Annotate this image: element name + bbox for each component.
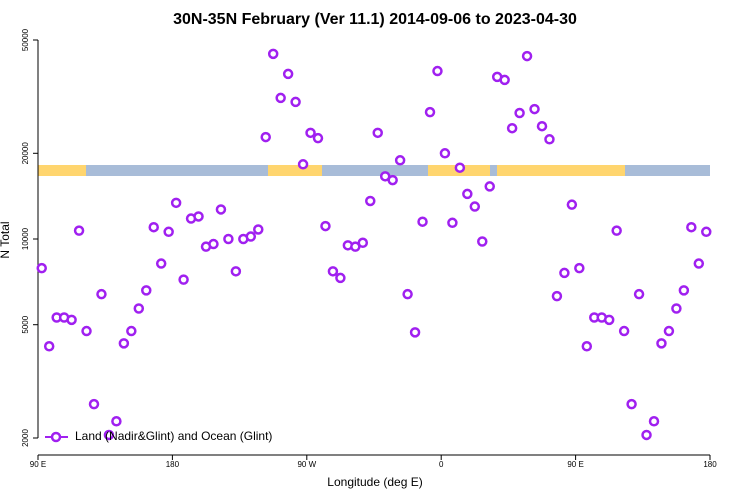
point: [626, 398, 637, 410]
point: [618, 325, 630, 337]
point: [574, 262, 585, 274]
point: [88, 398, 100, 410]
point: [335, 272, 346, 284]
point: [327, 266, 339, 277]
y-axis-label: N Total: [0, 221, 12, 258]
point: [387, 174, 398, 186]
point: [603, 314, 615, 326]
point: [417, 216, 428, 227]
y-tick-label: 2000: [21, 429, 30, 447]
point: [514, 107, 525, 119]
point: [447, 217, 458, 229]
point: [81, 325, 92, 337]
point: [678, 285, 690, 296]
point: [178, 274, 189, 285]
point: [566, 199, 578, 210]
point: [126, 325, 137, 337]
point: [454, 162, 466, 173]
point: [409, 327, 421, 338]
point: [163, 226, 174, 238]
point: [469, 201, 481, 212]
point: [701, 226, 712, 238]
point: [648, 416, 660, 427]
point: [141, 285, 152, 296]
point: [193, 211, 204, 222]
land-ocean-strip: [38, 165, 710, 176]
point: [693, 258, 705, 269]
x-tick-label: 90 E: [30, 460, 46, 469]
point: [544, 134, 555, 145]
point: [559, 267, 570, 279]
point: [477, 236, 488, 247]
point: [170, 197, 182, 209]
x-tick-label: 0: [439, 460, 444, 469]
point: [611, 225, 622, 236]
y-tick-label: 20000: [21, 142, 30, 165]
point: [671, 303, 682, 314]
y-tick-label: 5000: [21, 315, 30, 333]
point: [551, 290, 563, 302]
point: [686, 221, 697, 233]
point: [641, 429, 652, 441]
point: [394, 155, 406, 166]
point: [215, 204, 227, 215]
point: [43, 341, 55, 352]
point: [536, 120, 548, 132]
point: [133, 303, 145, 314]
point: [118, 338, 130, 349]
y-tick-label: 50000: [21, 28, 30, 51]
point: [223, 233, 234, 245]
point: [372, 127, 383, 139]
x-tick-label: 90 E: [567, 460, 583, 469]
point: [253, 224, 264, 235]
x-axis-label: Longitude (deg E): [327, 475, 422, 489]
point: [633, 288, 645, 300]
point: [484, 181, 495, 192]
point: [529, 103, 540, 115]
point: [155, 258, 167, 269]
point: [245, 231, 257, 242]
legend-marker: [50, 431, 62, 443]
point: [36, 262, 47, 274]
point: [312, 132, 324, 144]
y-tick-label: 10000: [21, 227, 30, 250]
point: [290, 96, 301, 108]
point: [96, 288, 107, 300]
chart-title: 30N-35N February (Ver 11.1) 2014-09-06 t…: [173, 11, 577, 28]
point: [267, 48, 279, 60]
point: [111, 416, 122, 427]
x-tick-label: 180: [166, 460, 180, 469]
point: [663, 325, 675, 337]
point: [365, 195, 376, 207]
legend-label: Land (Nadir&Glint) and Ocean (Glint): [75, 429, 272, 443]
point: [103, 429, 115, 441]
point: [275, 92, 286, 104]
point: [424, 106, 436, 118]
point: [506, 122, 518, 134]
point: [230, 266, 242, 277]
point: [73, 225, 85, 236]
point: [432, 65, 443, 77]
point: [148, 221, 159, 233]
point: [357, 237, 369, 249]
point: [439, 148, 451, 159]
point: [66, 314, 77, 326]
point: [208, 238, 219, 250]
point: [499, 74, 510, 86]
x-tick-label: 90 W: [297, 460, 316, 469]
point: [581, 341, 593, 352]
point: [260, 131, 271, 143]
point: [297, 159, 309, 170]
point: [282, 68, 294, 80]
point: [320, 220, 331, 232]
point: [462, 188, 473, 200]
point: [402, 288, 413, 300]
x-tick-label: 180: [703, 460, 717, 469]
point: [656, 338, 667, 349]
point: [305, 127, 316, 139]
point: [521, 50, 533, 62]
